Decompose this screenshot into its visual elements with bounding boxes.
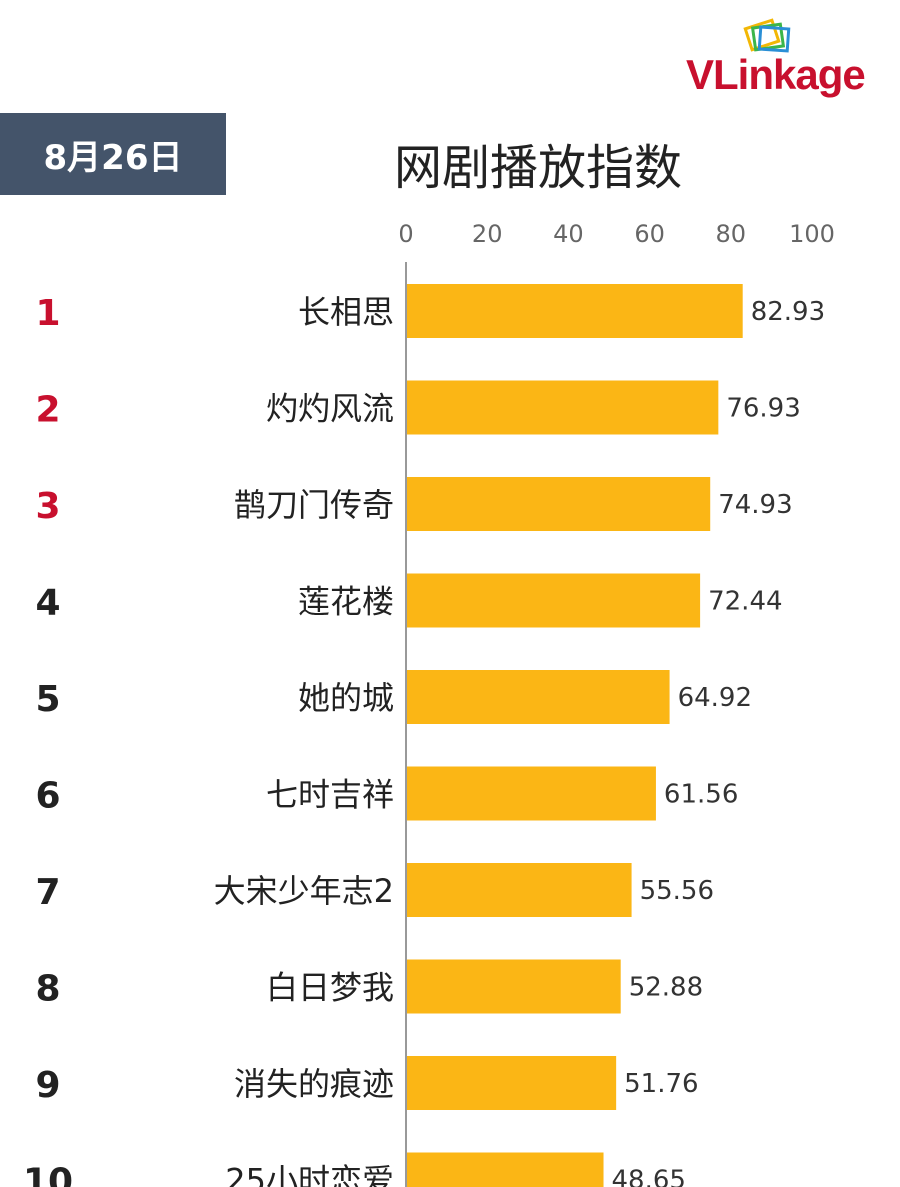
- category-label: 她的城: [298, 679, 394, 717]
- category-label: 灼灼风流: [266, 390, 394, 428]
- category-label: 七时吉祥: [266, 776, 394, 814]
- bar: [407, 670, 670, 724]
- bar-value-label: 52.88: [629, 973, 703, 1003]
- bar: [407, 766, 656, 821]
- bar-value-label: 61.56: [664, 780, 738, 810]
- x-tick-label: 100: [789, 220, 835, 248]
- bar: [407, 1056, 617, 1110]
- date-badge: 8月26日: [0, 113, 226, 195]
- x-tick-label: 60: [634, 220, 665, 248]
- category-label: 莲花楼: [298, 583, 394, 621]
- logo-cards-icon: [743, 18, 791, 53]
- bar-value-label: 72.44: [708, 587, 782, 617]
- rank-number: 9: [35, 1065, 60, 1106]
- bar-value-label: 51.76: [624, 1069, 698, 1099]
- rank-number: 2: [35, 390, 60, 431]
- bar: [407, 1152, 604, 1187]
- bar: [407, 959, 621, 1014]
- rank-number: 3: [35, 486, 60, 527]
- bar: [407, 477, 711, 531]
- category-label: 消失的痕迹: [234, 1065, 394, 1103]
- category-label: 鹊刀门传奇: [234, 486, 394, 524]
- rank-number: 4: [35, 583, 60, 624]
- rank-number: 8: [35, 969, 60, 1010]
- bar: [407, 863, 632, 917]
- category-label: 大宋少年志2: [214, 872, 394, 910]
- bar: [407, 573, 701, 628]
- vlinkage-logo: VLinkage: [684, 14, 894, 100]
- bar-value-label: 48.65: [612, 1166, 686, 1187]
- x-tick-label: 40: [553, 220, 584, 248]
- logo-text: VLinkage: [686, 51, 866, 98]
- category-label: 25小时恋爱: [225, 1162, 394, 1187]
- bar: [407, 380, 719, 435]
- bar-value-label: 74.93: [718, 490, 792, 520]
- rank-number: 6: [35, 776, 60, 817]
- bar-value-label: 76.93: [726, 394, 800, 424]
- category-label: 白日梦我: [266, 969, 394, 1007]
- bar-value-label: 82.93: [751, 297, 825, 327]
- rank-number: 10: [23, 1162, 73, 1187]
- category-label: 长相思: [298, 293, 394, 331]
- x-tick-label: 0: [398, 220, 413, 248]
- x-tick-label: 20: [472, 220, 503, 248]
- chart-title: 网剧播放指数: [394, 140, 683, 196]
- rank-number: 5: [35, 679, 60, 720]
- bar: [407, 284, 743, 338]
- bar-value-label: 55.56: [640, 876, 714, 906]
- bar-value-label: 64.92: [678, 683, 752, 713]
- x-tick-label: 80: [716, 220, 747, 248]
- rank-number: 1: [35, 293, 60, 334]
- rank-number: 7: [35, 872, 60, 913]
